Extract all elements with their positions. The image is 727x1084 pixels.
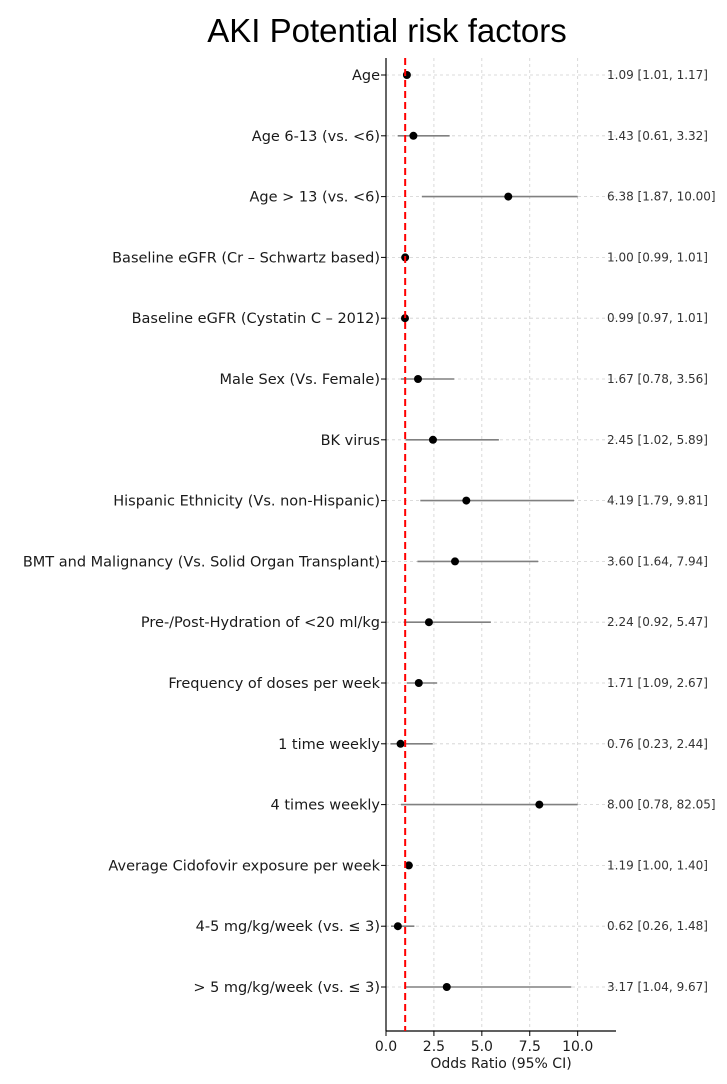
odds-ratio-point xyxy=(451,557,459,566)
forest-row: Average Cidofovir exposure per week 1.19 … xyxy=(108,858,708,874)
row-label: Frequency of doses per week xyxy=(168,676,380,692)
x-tick-label: 10.0 xyxy=(562,1039,593,1055)
odds-ratio-point xyxy=(428,435,437,444)
forest-row: Baseline eGFR (Cystatin C – 2012) 0.99 [0… xyxy=(132,311,708,327)
odds-ratio-point xyxy=(414,679,423,687)
x-axis-title: Odds Ratio (95% CI) xyxy=(430,1056,571,1072)
row-label: Average Cidofovir exposure per week xyxy=(108,858,380,874)
odds-ratio-point xyxy=(396,739,405,748)
forest-row: BK virus 2.45 [1.02, 5.89] xyxy=(321,433,708,449)
row-label: > 5 mg/kg/week (vs. ≤ 3) xyxy=(193,980,380,996)
row-label: Age xyxy=(352,68,380,84)
odds-ratio-text: 2.24 [0.92, 5.47] xyxy=(607,615,708,629)
odds-ratio-text: 8.00 [0.78, 82.05] xyxy=(607,798,716,812)
odds-ratio-point xyxy=(504,192,513,201)
odds-ratio-point xyxy=(414,375,423,383)
chart-title: AKI Potential risk factors xyxy=(207,12,566,49)
odds-ratio-point xyxy=(442,983,451,991)
rows-layer: Age 1.09 [1.01, 1.17] Age 6-13 (vs. <6) 1.4… xyxy=(23,58,716,1031)
forest-row: BMT and Malignancy (Vs. Solid Organ Tran… xyxy=(23,554,708,570)
odds-ratio-text: 1.71 [1.09, 2.67] xyxy=(607,676,708,690)
odds-ratio-text: 3.17 [1.04, 9.67] xyxy=(607,980,708,994)
forest-row: Male Sex (Vs. Female) 1.67 [0.78, 3.56] xyxy=(220,372,708,388)
forest-row: 4 times weekly 8.00 [0.78, 82.05] xyxy=(271,798,716,814)
odds-ratio-text: 3.60 [1.64, 7.94] xyxy=(607,554,708,568)
x-tick-label: 7.5 xyxy=(519,1039,541,1055)
odds-ratio-text: 1.67 [0.78, 3.56] xyxy=(607,372,708,386)
row-label: Age 6-13 (vs. <6) xyxy=(252,129,380,145)
row-label: Age > 13 (vs. <6) xyxy=(249,190,380,206)
odds-ratio-text: 1.09 [1.01, 1.17] xyxy=(607,68,708,82)
x-tick-label: 0.0 xyxy=(375,1039,397,1055)
odds-ratio-text: 1.43 [0.61, 3.32] xyxy=(607,129,708,143)
odds-ratio-point xyxy=(404,861,413,870)
odds-ratio-point xyxy=(424,618,433,627)
row-label: BK virus xyxy=(321,433,380,449)
odds-ratio-text: 6.38 [1.87, 10.00] xyxy=(607,190,716,204)
row-label: Hispanic Ethnicity (Vs. non-Hispanic) xyxy=(113,494,380,510)
grid-layer xyxy=(385,58,616,1031)
odds-ratio-text: 0.76 [0.23, 2.44] xyxy=(607,737,708,751)
x-tick-label: 5.0 xyxy=(471,1039,493,1055)
odds-ratio-point xyxy=(535,800,544,809)
row-label: 1 time weekly xyxy=(278,737,380,753)
row-label: Male Sex (Vs. Female) xyxy=(220,372,380,388)
row-label: BMT and Malignancy (Vs. Solid Organ Tran… xyxy=(23,554,380,570)
forest-row: Frequency of doses per week 1.71 [1.09, 2… xyxy=(168,676,708,692)
odds-ratio-text: 1.00 [0.99, 1.01] xyxy=(607,250,708,264)
odds-ratio-text: 2.45 [1.02, 5.89] xyxy=(607,433,708,447)
row-label: Baseline eGFR (Cystatin C – 2012) xyxy=(132,311,380,327)
row-label: Pre-/Post-Hydration of <20 ml/kg xyxy=(141,615,380,631)
row-label: Baseline eGFR (Cr – Schwartz based) xyxy=(112,250,380,266)
odds-ratio-point xyxy=(393,922,402,931)
forest-row: Age 1.09 [1.01, 1.17] xyxy=(352,68,708,84)
odds-ratio-text: 4.19 [1.79, 9.81] xyxy=(607,494,708,508)
forest-row: 1 time weekly 0.76 [0.23, 2.44] xyxy=(278,737,708,753)
forest-row: Baseline eGFR (Cr – Schwartz based) 1.00 … xyxy=(112,250,708,266)
forest-row: Age 6-13 (vs. <6) 1.43 [0.61, 3.32] xyxy=(252,129,708,145)
odds-ratio-text: 0.62 [0.26, 1.48] xyxy=(607,919,708,933)
forest-row: 4-5 mg/kg/week (vs. ≤ 3) 0.62 [0.26, 1.48… xyxy=(196,919,708,935)
odds-ratio-point xyxy=(409,131,418,140)
forest-row: Hispanic Ethnicity (Vs. non-Hispanic) 4.1… xyxy=(113,494,708,510)
forest-row: > 5 mg/kg/week (vs. ≤ 3) 3.17 [1.04, 9.67… xyxy=(193,980,708,996)
row-label: 4 times weekly xyxy=(271,798,381,814)
forest-row: Pre-/Post-Hydration of <20 ml/kg 2.24 [0.… xyxy=(141,615,708,631)
odds-ratio-point xyxy=(462,496,471,505)
odds-ratio-point xyxy=(402,71,411,79)
odds-ratio-text: 0.99 [0.97, 1.01] xyxy=(607,311,708,325)
odds-ratio-text: 1.19 [1.00, 1.40] xyxy=(607,858,708,872)
odds-ratio-point xyxy=(400,314,409,323)
forest-row: Age > 13 (vs. <6) 6.38 [1.87, 10.00] xyxy=(249,190,715,206)
axis-layer: 0.0 2.5 5.0 7.5 10.0 xyxy=(375,58,616,1055)
x-tick-label: 2.5 xyxy=(423,1039,445,1055)
row-label: 4-5 mg/kg/week (vs. ≤ 3) xyxy=(196,919,380,935)
